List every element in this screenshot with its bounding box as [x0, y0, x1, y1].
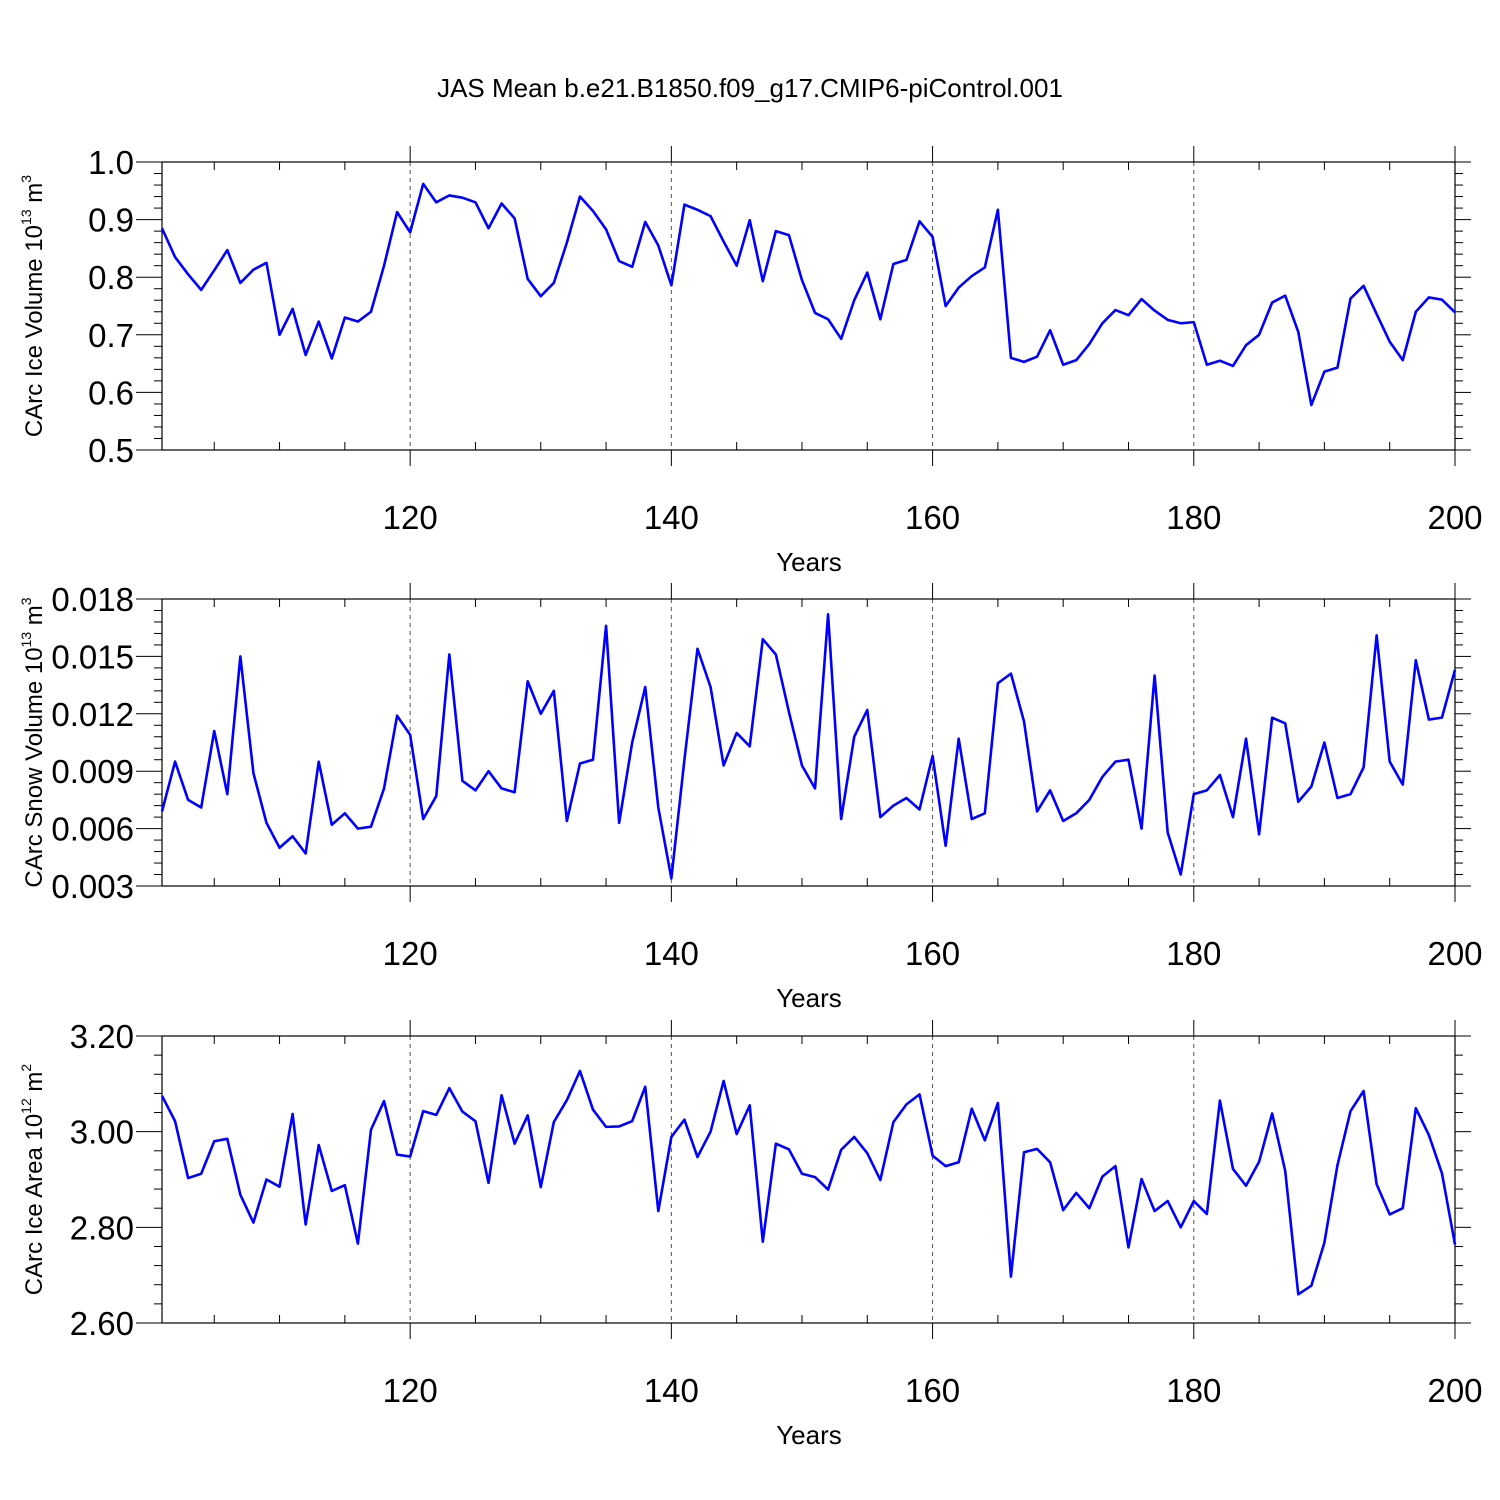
y-axis-label-unit: m [21, 605, 48, 632]
x-tick-label-160: 160 [905, 499, 960, 536]
x-tick-label-160: 160 [905, 935, 960, 972]
y-axis-label-unit-exponent: 3 [18, 597, 34, 605]
x-tick-label-180: 180 [1166, 935, 1221, 972]
panels: 120 140 160 180 200 0.5 0.6 0.7 0.8 0.9 1.0 Years CA… [18, 144, 1483, 1450]
y-axis-label: CArc Ice Volume 1013 m3 [18, 175, 48, 437]
y-tick-label-2.60: 2.60 [70, 1305, 134, 1342]
x-axis-label: Years [776, 983, 842, 1013]
y-tick-label-0.8: 0.8 [88, 259, 134, 296]
y-tick-label-0.009: 0.009 [51, 753, 134, 790]
x-tick-label-200: 200 [1427, 935, 1482, 972]
y-tick-label-2.80: 2.80 [70, 1209, 134, 1246]
plot-frame [161, 161, 1456, 451]
x-tick-label-120: 120 [383, 499, 438, 536]
series-line [160, 182, 1456, 407]
y-axis-label: CArc Snow Volume 1013 m3 [18, 597, 48, 887]
y-tick-label-0.6: 0.6 [88, 374, 134, 411]
x-tick-label-140: 140 [644, 935, 699, 972]
y-tick-label-3.00: 3.00 [70, 1114, 134, 1151]
y-axis-label-unit: m [21, 183, 48, 210]
y-axis-label-text: CArc Snow Volume 10 [21, 647, 48, 887]
y-tick-label-0.7: 0.7 [88, 317, 134, 354]
y-axis-label-exponent: 13 [18, 632, 34, 648]
chart-title: JAS Mean b.e21.B1850.f09_g17.CMIP6-piCon… [437, 73, 1063, 103]
x-axis-label: Years [776, 1420, 842, 1450]
y-axis-label-text: CArc Ice Volume 10 [21, 225, 48, 437]
x-tick-label-200: 200 [1427, 1372, 1482, 1409]
x-tick-label-120: 120 [383, 1372, 438, 1409]
y-tick-label-0.003: 0.003 [51, 868, 134, 905]
x-axis-label: Years [776, 547, 842, 577]
x-tick-label-200: 200 [1427, 499, 1482, 536]
plot-frame [161, 598, 1456, 887]
panel-1: 120 140 160 180 200 0.5 0.6 0.7 0.8 0.9 1.0 Years CA… [18, 144, 1483, 577]
y-tick-label-1.0: 1.0 [88, 144, 134, 181]
series-line [160, 1069, 1457, 1296]
x-tick-label-120: 120 [383, 935, 438, 972]
y-axis-label-unit-exponent: 3 [18, 175, 34, 183]
y-axis-label-unit-exponent: 2 [18, 1064, 34, 1072]
series-line [160, 613, 1457, 880]
y-tick-label-0.9: 0.9 [88, 202, 134, 239]
y-tick-label-0.5: 0.5 [88, 432, 134, 469]
y-axis-label-text: CArc Ice Area 10 [21, 1114, 48, 1295]
y-axis-label-unit: m [21, 1072, 48, 1099]
y-axis-label-exponent: 13 [18, 209, 34, 225]
x-tick-label-140: 140 [644, 1372, 699, 1409]
x-tick-label-180: 180 [1166, 499, 1221, 536]
x-tick-label-140: 140 [644, 499, 699, 536]
plot-frame [161, 1035, 1456, 1324]
y-tick-label-0.012: 0.012 [51, 696, 134, 733]
x-tick-label-160: 160 [905, 1372, 960, 1409]
y-tick-label-0.018: 0.018 [51, 581, 134, 618]
y-tick-label-3.20: 3.20 [70, 1018, 134, 1055]
panel-3: 120 140 160 180 200 2.60 2.80 3.00 3.20 Years CArc… [18, 1018, 1483, 1450]
y-axis-label-exponent: 12 [18, 1098, 34, 1114]
y-tick-label-0.006: 0.006 [51, 811, 134, 848]
panel-2: 120 140 160 180 200 0.003 0.006 0.009 0.012 0.015… [18, 581, 1483, 1013]
x-tick-label-180: 180 [1166, 1372, 1221, 1409]
y-tick-label-0.015: 0.015 [51, 638, 134, 675]
y-axis-label: CArc Ice Area 1012 m2 [18, 1064, 48, 1296]
